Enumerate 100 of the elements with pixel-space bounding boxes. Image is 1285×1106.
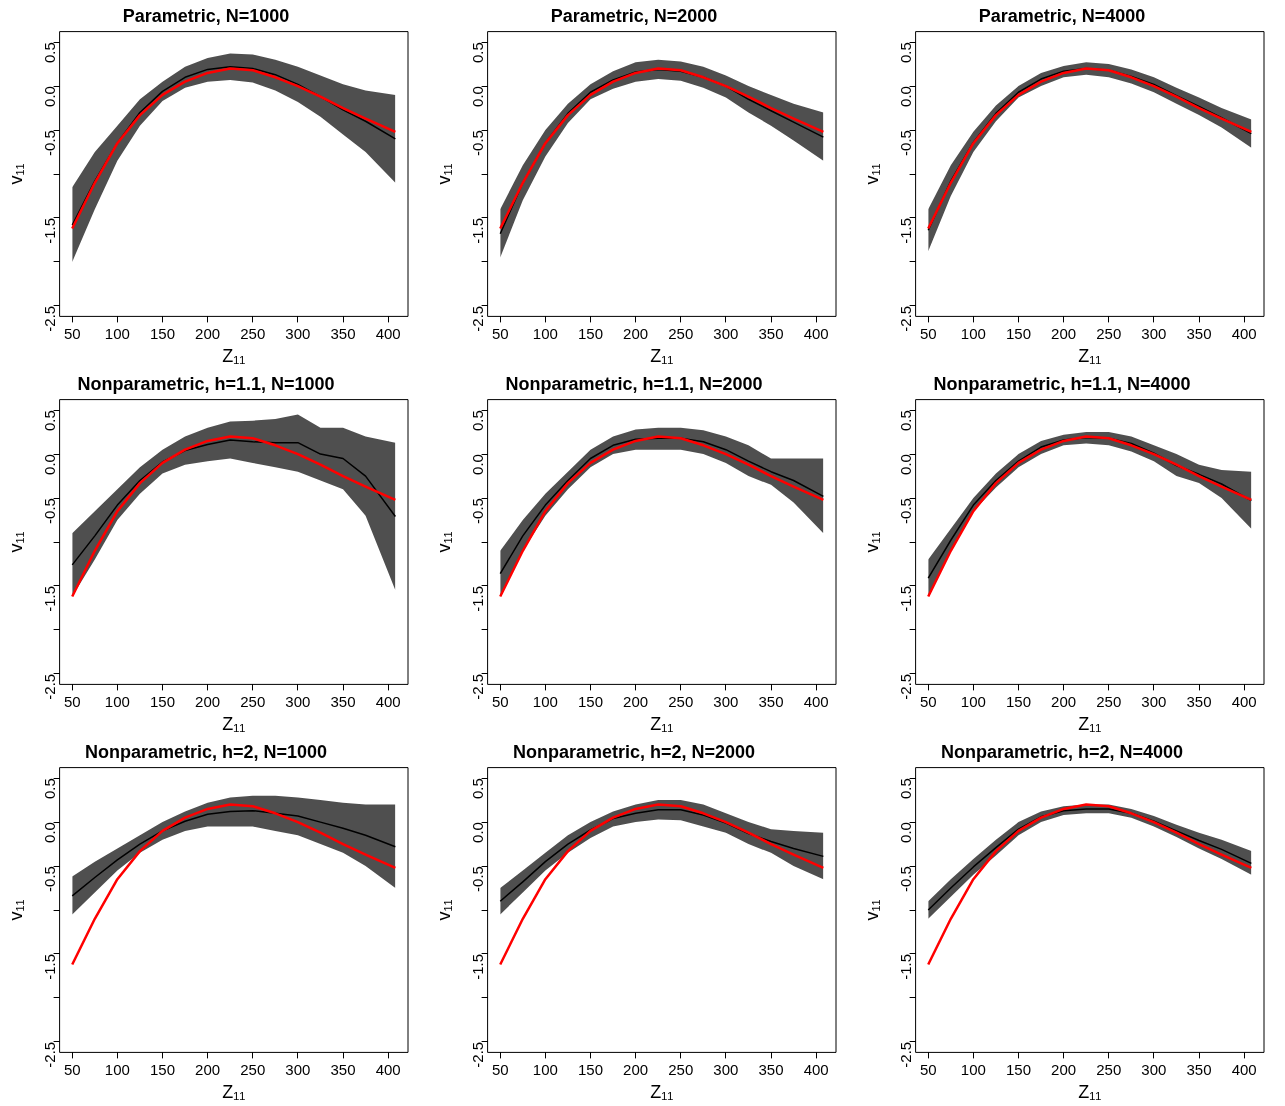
x-axis-title: Z₁₁ [650,714,674,735]
y-tick-label: -1.5 [40,217,58,244]
y-tick-label: -0.5 [896,866,914,892]
y-tick-label: -0.5 [468,866,486,892]
x-tick-label: 150 [1005,324,1032,342]
x-tick-label: 400 [375,692,401,710]
chart-title: Parametric, N=1000 [122,5,290,26]
x-tick-label: 100 [960,692,986,710]
y-tick-label: 0.5 [468,410,486,432]
y-axis-title: v₁₁ [5,531,26,553]
y-tick-label: -0.5 [40,866,58,892]
x-tick-label: 400 [375,324,401,342]
y-tick-label: -2.5 [40,1041,58,1068]
y-tick-label: -1.5 [896,585,914,612]
x-tick-label: 150 [1005,692,1032,710]
x-tick-label: 50 [491,1060,509,1078]
y-tick-label: -2.5 [896,305,914,332]
x-tick-label: 200 [623,324,649,342]
x-tick-label: 100 [104,1060,130,1078]
x-tick-label: 50 [919,324,937,342]
x-tick-label: 200 [195,1060,221,1078]
x-tick-label: 350 [330,1060,356,1078]
y-axis-title: v₁₁ [5,163,26,185]
y-tick-label: -0.5 [40,498,58,524]
x-tick-label: 100 [960,1060,986,1078]
x-tick-label: 400 [803,692,829,710]
y-axis-title: v₁₁ [861,899,882,921]
y-tick-label: 0.0 [896,86,914,107]
y-tick-label: 0.5 [468,42,486,64]
x-tick-label: 400 [375,1060,401,1078]
chart-title: Nonparametric, h=2, N=4000 [940,741,1184,762]
y-axis-title: v₁₁ [433,531,454,553]
x-tick-label: 400 [1231,692,1257,710]
x-tick-label: 50 [919,1060,937,1078]
y-tick-label: 0.5 [896,42,914,64]
x-tick-label: 350 [758,1060,784,1078]
y-tick-label: -1.5 [40,585,58,612]
x-tick-label: 150 [149,324,176,342]
y-axis-title: v₁₁ [5,899,26,921]
y-tick-label: 0.5 [40,42,58,64]
x-tick-label: 250 [668,692,694,710]
x-tick-label: 200 [1051,324,1077,342]
x-tick-label: 350 [1186,1060,1212,1078]
x-tick-label: 150 [1005,1060,1032,1078]
x-tick-label: 50 [491,324,509,342]
x-tick-label: 400 [1231,1060,1257,1078]
x-tick-label: 250 [1096,692,1122,710]
x-tick-label: 50 [63,692,81,710]
x-axis-title: Z₁₁ [222,1082,246,1103]
x-tick-label: 250 [240,1060,266,1078]
x-tick-label: 300 [285,324,311,342]
y-tick-label: -0.5 [896,130,914,156]
x-tick-label: 300 [285,692,311,710]
x-tick-label: 350 [1186,692,1212,710]
x-tick-label: 400 [803,324,829,342]
x-tick-label: 350 [758,692,784,710]
y-axis-title: v₁₁ [861,531,882,553]
chart-title: Nonparametric, h=2, N=1000 [84,741,328,762]
x-axis-title: Z₁₁ [650,1082,674,1103]
y-tick-label: 0.0 [468,822,486,843]
y-tick-label: -0.5 [468,498,486,524]
x-tick-label: 300 [1141,1060,1167,1078]
x-tick-label: 400 [1231,324,1257,342]
x-tick-label: 350 [758,324,784,342]
x-tick-label: 150 [577,1060,604,1078]
y-tick-label: -0.5 [40,130,58,156]
x-tick-label: 350 [330,324,356,342]
x-tick-label: 200 [1051,1060,1077,1078]
x-tick-label: 150 [577,324,604,342]
y-axis-title: v₁₁ [861,163,882,185]
x-tick-label: 350 [1186,324,1212,342]
x-tick-label: 100 [104,324,130,342]
x-axis-title: Z₁₁ [1078,346,1102,367]
x-tick-label: 200 [195,692,221,710]
x-tick-label: 250 [240,324,266,342]
y-axis-title: v₁₁ [433,899,454,921]
y-tick-label: -1.5 [40,953,58,980]
x-tick-label: 50 [63,324,81,342]
y-tick-label: -0.5 [468,130,486,156]
y-tick-label: -2.5 [896,1041,914,1068]
x-tick-label: 100 [532,324,558,342]
chart-title: Nonparametric, h=1.1, N=4000 [933,373,1191,394]
y-tick-label: 0.0 [40,86,58,107]
x-tick-label: 300 [713,1060,739,1078]
y-axis-title: v₁₁ [433,163,454,185]
x-tick-label: 100 [532,692,558,710]
y-tick-label: 0.0 [40,822,58,843]
x-tick-label: 300 [713,324,739,342]
x-tick-label: 100 [960,324,986,342]
y-tick-label: -2.5 [40,673,58,700]
y-tick-label: 0.5 [896,778,914,800]
x-tick-label: 250 [240,692,266,710]
y-tick-label: -2.5 [468,305,486,332]
x-tick-label: 300 [1141,324,1167,342]
y-tick-label: -0.5 [896,498,914,524]
y-tick-label: -1.5 [896,953,914,980]
x-tick-label: 250 [668,1060,694,1078]
x-tick-label: 100 [532,1060,558,1078]
x-tick-label: 150 [149,1060,176,1078]
x-axis-title: Z₁₁ [222,714,246,735]
